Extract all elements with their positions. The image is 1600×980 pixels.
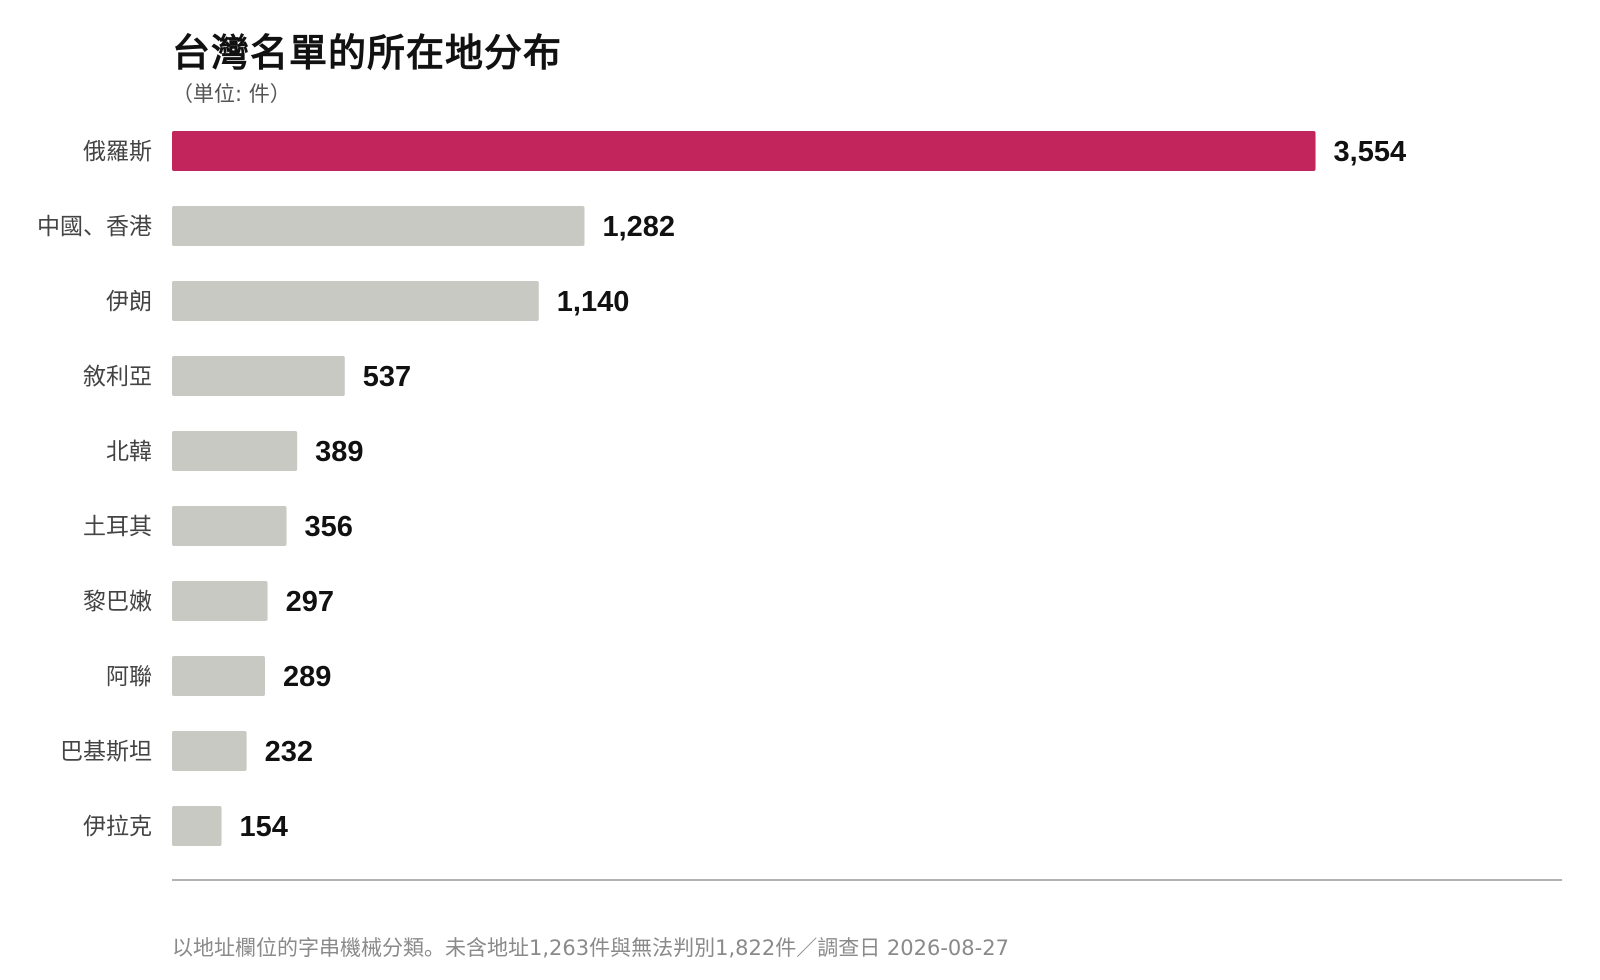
value-label-5: 356 bbox=[305, 511, 353, 543]
bar-1 bbox=[172, 206, 585, 246]
bar-8 bbox=[172, 731, 247, 771]
value-label-6: 297 bbox=[286, 586, 334, 618]
bars-group: 俄羅斯 3,554 中國、香港 1,282 伊朗 1,140 敘利亞 537 北韓 389 土耳其 3… bbox=[37, 131, 1406, 846]
bar-7 bbox=[172, 656, 265, 696]
category-label-6: 黎巴嫩 bbox=[83, 589, 152, 615]
value-label-2: 1,140 bbox=[557, 286, 630, 318]
bar-5 bbox=[172, 506, 287, 546]
chart-title: 台灣名單的所在地分布 bbox=[172, 31, 563, 75]
value-label-8: 232 bbox=[265, 736, 313, 768]
bar-chart: 俄羅斯 3,554 中國、香港 1,282 伊朗 1,140 敘利亞 537 北韓 389 土耳其 3… bbox=[37, 131, 1562, 881]
value-label-9: 154 bbox=[240, 811, 288, 843]
category-label-1: 中國、香港 bbox=[37, 214, 152, 240]
value-label-1: 1,282 bbox=[602, 211, 675, 243]
category-label-5: 土耳其 bbox=[83, 514, 152, 540]
bar-0 bbox=[172, 131, 1316, 171]
bar-9 bbox=[172, 806, 222, 846]
category-label-3: 敘利亞 bbox=[83, 364, 152, 390]
bar-2 bbox=[172, 281, 539, 321]
bar-3 bbox=[172, 356, 345, 396]
category-label-7: 阿聯 bbox=[106, 664, 152, 690]
bar-6 bbox=[172, 581, 268, 621]
category-label-0: 俄羅斯 bbox=[83, 139, 152, 165]
category-label-8: 巴基斯坦 bbox=[60, 739, 152, 765]
chart-subtitle: （単位: 件） bbox=[172, 82, 291, 106]
value-label-3: 537 bbox=[363, 361, 411, 393]
value-label-0: 3,554 bbox=[1334, 136, 1407, 168]
category-label-9: 伊拉克 bbox=[83, 814, 152, 840]
chart-footnote: 以地址欄位的字串機械分類。未含地址1,263件與無法判別1,822件／調查日 2… bbox=[172, 936, 1009, 960]
bar-4 bbox=[172, 431, 298, 471]
category-label-4: 北韓 bbox=[106, 439, 152, 465]
value-label-4: 389 bbox=[315, 436, 363, 468]
category-label-2: 伊朗 bbox=[106, 289, 152, 315]
value-label-7: 289 bbox=[283, 661, 331, 693]
